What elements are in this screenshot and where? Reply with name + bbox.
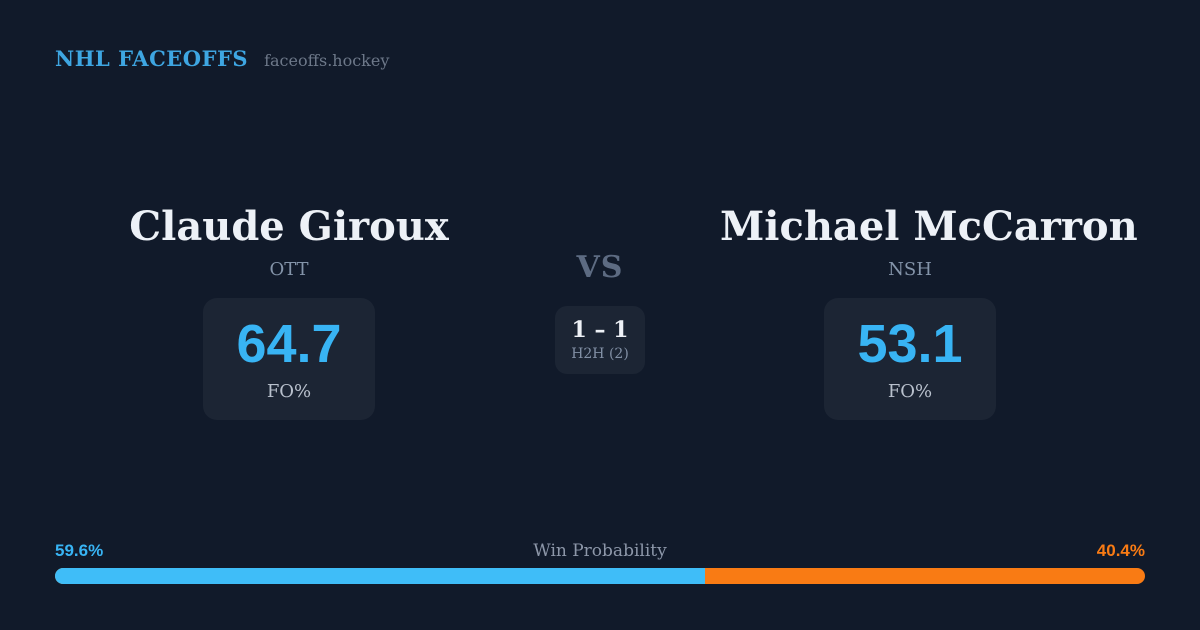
h2h-score: 1 – 1 <box>571 317 629 344</box>
faceoff-pct-label-left: FO% <box>266 380 312 402</box>
player-name-right: Michael McCarron <box>720 203 1138 250</box>
brand-title: NHL FACEOFFS <box>55 46 249 71</box>
win-probability-bar-left-segment <box>55 568 705 584</box>
vs-label: VS <box>576 250 624 285</box>
player-name-left: Claude Giroux <box>129 203 449 250</box>
site-url: faceoffs.hockey <box>264 51 390 70</box>
faceoff-stat-card-left: 64.7 FO% <box>203 298 375 420</box>
win-probability-title: Win Probability <box>533 541 667 561</box>
win-probability-bar <box>55 568 1145 584</box>
win-probability-labels: 59.6% Win Probability 40.4% <box>55 541 1145 561</box>
faceoff-pct-left: 64.7 <box>236 313 342 374</box>
faceoff-stat-card-right: 53.1 FO% <box>824 298 996 420</box>
player-panel-right: Michael McCarron NSH 53.1 FO% <box>720 203 1138 420</box>
win-probability-right-pct: 40.4% <box>1096 541 1145 560</box>
faceoff-pct-label-right: FO% <box>887 380 933 402</box>
h2h-card: 1 – 1 H2H (2) <box>555 306 645 374</box>
player-team-right: NSH <box>888 259 932 280</box>
faceoff-pct-right: 53.1 <box>857 313 963 374</box>
vs-panel: VS 1 – 1 H2H (2) <box>540 250 660 374</box>
header: NHL FACEOFFS faceoffs.hockey <box>55 46 389 71</box>
h2h-label: H2H (2) <box>571 345 629 362</box>
player-panel-left: Claude Giroux OTT 64.7 FO% <box>129 203 449 420</box>
win-probability-left-pct: 59.6% <box>55 541 104 560</box>
player-team-left: OTT <box>269 259 309 280</box>
